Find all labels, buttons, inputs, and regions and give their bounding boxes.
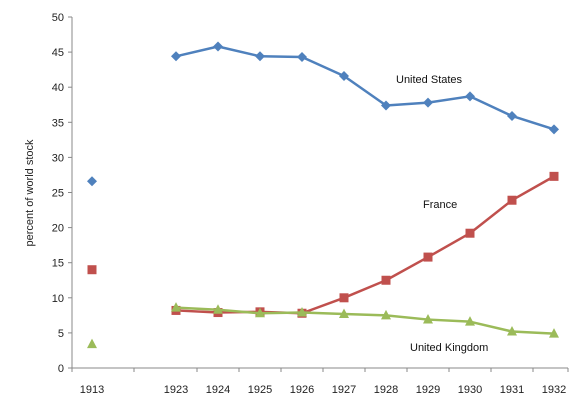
point-united-kingdom-1924 [213,304,223,314]
point-france-1913 [87,265,97,275]
point-united-states-1913 [87,176,97,187]
y-tick-label-15: 15 [52,258,64,270]
point-united-kingdom-1932 [549,328,559,338]
point-united-states-1932 [549,124,559,135]
series-line-united-states [175,45,555,131]
point-united-kingdom-1923 [171,302,181,312]
point-united-states-1923 [171,51,181,62]
point-united-states-1924 [213,41,223,52]
point-france-1927 [339,293,349,303]
point-united-states-1928 [381,100,391,111]
point-united-states-1929 [423,97,433,108]
series-label-united-states: United States [396,74,463,86]
series-label-united-kingdom: United Kingdom [410,342,488,354]
x-tick-label-1931: 1931 [500,384,524,396]
x-axis: 1913 1923 1924 1925 1926 1927 1928 1929 1930 1931… [71,367,569,396]
y-tick-label-10: 10 [52,293,64,305]
series-line-united-kingdom [175,306,555,335]
y-tick-label-30: 30 [52,152,64,164]
x-tick-label-1932: 1932 [542,384,566,396]
point-united-kingdom-1929 [423,314,433,324]
y-tick-label-45: 45 [52,47,64,59]
x-tick-label-1930: 1930 [458,384,482,396]
point-united-states-1925 [255,51,265,62]
point-france-1928 [381,275,391,285]
x-tick-label-1923: 1923 [164,384,188,396]
x-tick-label-1926: 1926 [290,384,314,396]
series-france [87,171,559,318]
point-united-kingdom-1925 [255,307,265,318]
point-france-1929 [423,252,433,262]
point-united-kingdom-1931 [507,325,517,336]
point-united-kingdom-1913 [87,338,97,349]
y-tick-label-35: 35 [52,117,64,129]
x-tick-label-1927: 1927 [332,384,356,396]
point-france-1931 [507,195,517,205]
point-united-kingdom-1930 [465,316,475,326]
point-united-kingdom-1926 [297,307,307,317]
plot-area [87,41,559,349]
series-label-france: France [423,199,457,211]
y-tick-label-20: 20 [52,223,64,235]
x-tick-label-1928: 1928 [374,384,398,396]
series-line-france [175,175,555,315]
y-tick-label-40: 40 [52,82,64,94]
y-axis: 0 5 10 15 20 25 30 35 40 45 50 [52,12,73,375]
x-tick-label-1925: 1925 [248,384,272,396]
y-tick-label-0: 0 [58,363,64,375]
point-united-states-1927 [339,70,349,81]
series-united-states [87,41,559,187]
point-france-1930 [465,228,475,238]
y-axis-label: percent of world stock [24,139,36,246]
y-tick-label-25: 25 [52,188,64,200]
x-tick-label-1913: 1913 [80,384,104,396]
point-united-states-1931 [507,110,517,121]
y-tick-label-5: 5 [58,328,64,340]
point-france-1932 [549,171,559,181]
point-united-states-1926 [297,52,307,63]
x-tick-label-1924: 1924 [206,384,230,396]
point-united-kingdom-1927 [339,308,349,318]
point-united-states-1930 [465,91,475,102]
point-united-kingdom-1928 [381,309,391,320]
series-united-kingdom [87,302,559,349]
x-tick-label-1929: 1929 [416,384,440,396]
y-tick-label-50: 50 [52,12,64,24]
